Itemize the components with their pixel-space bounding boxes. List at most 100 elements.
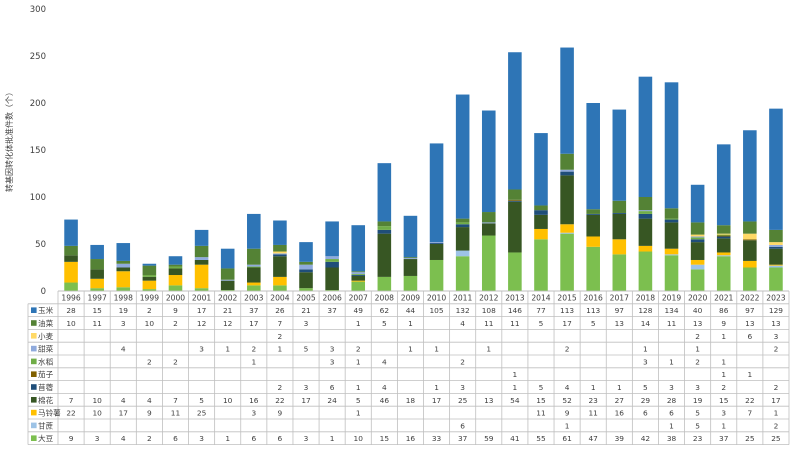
data-label: 7 <box>747 409 752 418</box>
data-label: 1 <box>486 345 491 354</box>
bar-segment <box>534 239 548 291</box>
bar-segment <box>273 251 287 254</box>
data-label: 11 <box>171 409 181 418</box>
bar-segment <box>638 197 653 211</box>
bar-segment <box>586 214 600 237</box>
x-tick-label: 2008 <box>375 294 394 303</box>
data-label: 9 <box>278 409 283 418</box>
data-label: 1 <box>356 409 361 418</box>
bar-segment <box>377 226 392 230</box>
data-label: 2 <box>147 357 152 366</box>
bar-segment <box>534 205 548 211</box>
x-tick-label: 2003 <box>244 294 263 303</box>
bar-segment <box>377 229 392 234</box>
data-label: 5 <box>382 319 387 328</box>
data-label: 3 <box>643 357 648 366</box>
data-label: 61 <box>562 434 572 443</box>
data-label: 6 <box>643 409 648 418</box>
data-label: 22 <box>66 409 75 418</box>
bar-segment <box>481 235 496 291</box>
data-label: 11 <box>667 319 677 328</box>
legend-label: 水稻 <box>38 356 54 366</box>
bar-segment <box>455 256 470 291</box>
data-label: 16 <box>249 396 259 405</box>
data-label: 55 <box>536 434 546 443</box>
bar-segment <box>194 259 209 265</box>
bar-segment <box>508 189 522 200</box>
bar-segment <box>743 267 757 291</box>
bar-segment <box>194 257 209 260</box>
data-label: 3 <box>695 383 700 392</box>
bar-segment <box>769 248 783 265</box>
bar-segment <box>90 278 104 289</box>
bar-segment <box>64 245 78 256</box>
data-label: 16 <box>615 409 625 418</box>
bar-segment <box>508 199 522 201</box>
bar-segment <box>116 287 131 291</box>
data-label: 3 <box>460 383 465 392</box>
bar-segment <box>743 221 757 234</box>
legend-swatch <box>31 409 37 416</box>
bar-segment <box>560 47 574 154</box>
data-label: 4 <box>121 345 126 354</box>
bar-segment <box>664 255 679 291</box>
bar-segment <box>194 288 209 291</box>
bar-segment <box>429 242 444 244</box>
bar-segment <box>351 272 366 275</box>
x-tick-label: 2019 <box>662 294 681 303</box>
bar-segment <box>220 280 235 291</box>
bar-segment <box>273 256 287 277</box>
bar-segment <box>429 259 444 291</box>
x-tick-label: 2020 <box>688 294 707 303</box>
x-tick-label: 1999 <box>140 294 159 303</box>
bar-segment <box>247 282 261 286</box>
data-label: 29 <box>641 396 651 405</box>
data-label: 11 <box>92 319 102 328</box>
data-label: 6 <box>330 383 335 392</box>
bar-segment <box>168 256 183 265</box>
bar-segment <box>194 229 209 246</box>
data-label: 12 <box>223 319 232 328</box>
data-label: 13 <box>693 319 703 328</box>
bar-segment <box>142 276 157 281</box>
bar-segment <box>769 264 783 266</box>
data-label: 11 <box>510 319 520 328</box>
bar-segment <box>690 236 705 238</box>
data-label: 21 <box>223 306 233 315</box>
data-label: 41 <box>510 434 520 443</box>
data-label: 2 <box>460 357 465 366</box>
data-label: 11 <box>484 319 494 328</box>
bar-segment <box>142 289 157 291</box>
bar-segment <box>351 275 366 276</box>
data-label: 1 <box>721 332 726 341</box>
data-label: 7 <box>278 319 283 328</box>
bar-segment <box>690 259 705 265</box>
data-table: 1996 1997 1998 1999 2000 2001 2002 2003 2004 2005… <box>27 290 790 446</box>
data-label: 5 <box>591 319 596 328</box>
bar-segment <box>716 233 731 235</box>
bar-segment <box>455 227 470 251</box>
data-label: 5 <box>539 383 544 392</box>
legend-swatch <box>31 320 37 326</box>
bar-segment <box>220 268 235 280</box>
x-tick-label: 2011 <box>453 294 472 303</box>
data-label: 42 <box>641 434 650 443</box>
data-label: 1 <box>513 383 518 392</box>
data-label: 22 <box>745 396 754 405</box>
bar-segment <box>168 264 183 267</box>
data-label: 3 <box>304 383 309 392</box>
bar-segment <box>716 252 731 256</box>
bar-segment <box>508 252 522 291</box>
table-row: 棉花 7 10 4 4 7 5 10 16 22 17 24 5 46 18 17 25 13 54 15 52 23 27… <box>31 395 781 405</box>
bar-segment <box>247 267 261 283</box>
data-label: 1 <box>721 370 726 379</box>
x-tick-label: 2012 <box>479 294 498 303</box>
bar-segment <box>403 215 418 258</box>
data-label: 15 <box>380 434 390 443</box>
data-label: 1 <box>695 345 700 354</box>
bar-segment <box>351 225 366 272</box>
data-label: 3 <box>95 434 100 443</box>
data-label: 33 <box>432 434 442 443</box>
data-label: 1 <box>278 345 283 354</box>
legend-swatch <box>31 358 37 365</box>
